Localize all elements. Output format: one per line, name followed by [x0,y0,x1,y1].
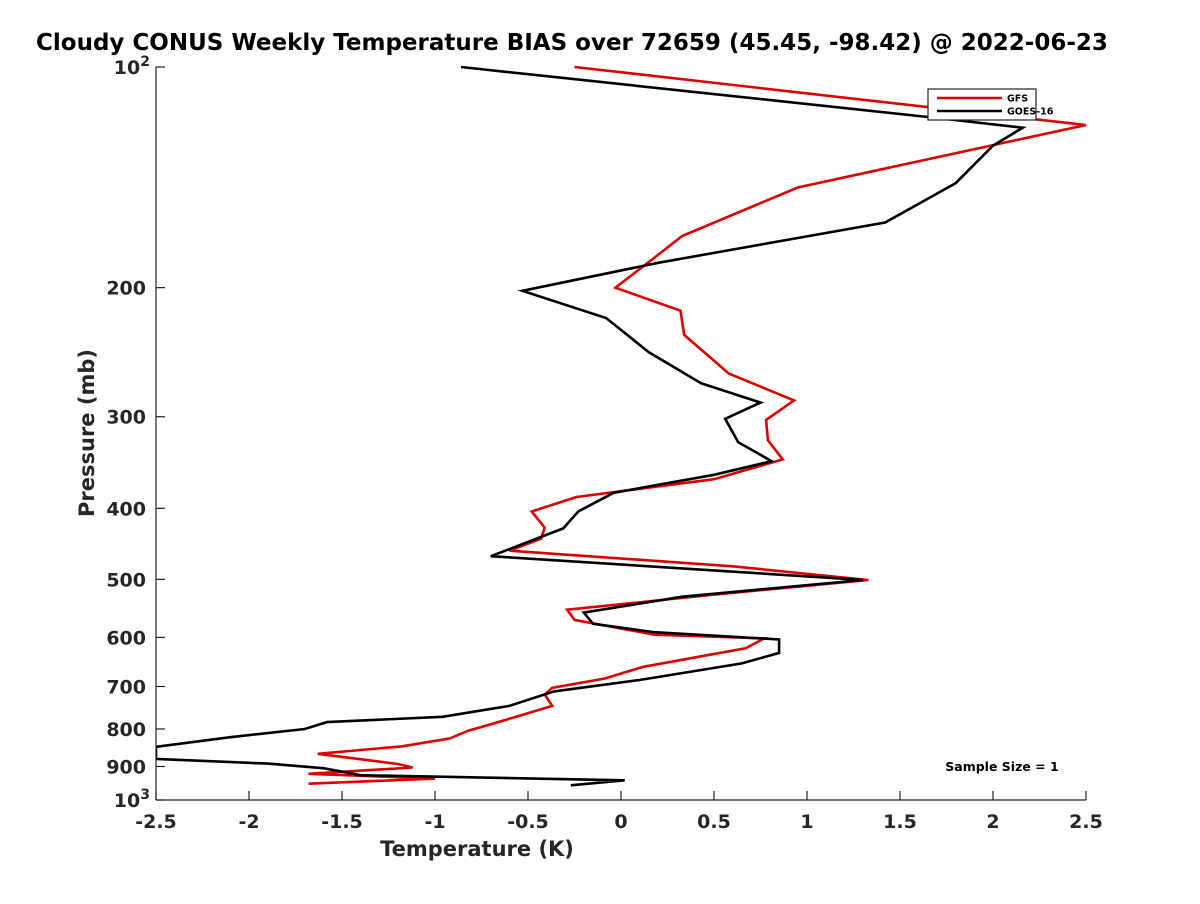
x-tick-label: -1 [424,811,445,833]
legend-label: GOES-16 [1007,107,1054,118]
y-tick-label: 103 [114,787,150,812]
x-tick-label: 0.5 [697,811,731,833]
x-tick-label: 2.5 [1069,811,1103,833]
x-tick-label: 1 [800,811,813,833]
x-tick-label: 1.5 [883,811,917,833]
chart-title: Cloudy CONUS Weekly Temperature BIAS ove… [36,30,1108,56]
legend-box [927,88,1037,121]
y-tick-label: 300 [106,407,146,429]
x-tick-label: -0.5 [507,811,549,833]
y-axis-label: Pressure (mb) [75,349,99,517]
x-tick-label: -1.5 [321,811,363,833]
y-tick-label: 800 [106,719,146,741]
x-tick-label: -2.5 [135,811,177,833]
sample-size-annotation: Sample Size = 1 [945,759,1058,774]
series-line-goes-16 [156,65,1027,787]
y-tick-label: 400 [106,498,146,520]
x-tick-label: -2 [238,811,259,833]
series-line-gfs [308,65,1087,785]
y-tick-label: 102 [114,54,150,79]
y-tick-label: 500 [106,569,146,591]
x-tick-label: 2 [986,811,999,833]
x-tick-label: 0 [614,811,627,833]
y-tick-label: 700 [106,676,146,698]
y-tick-label: 600 [106,627,146,649]
x-axis-label: Temperature (K) [380,837,574,861]
legend-label: GFS [1007,94,1028,105]
y-tick-label: 900 [106,756,146,778]
y-tick-label: 200 [106,278,146,300]
